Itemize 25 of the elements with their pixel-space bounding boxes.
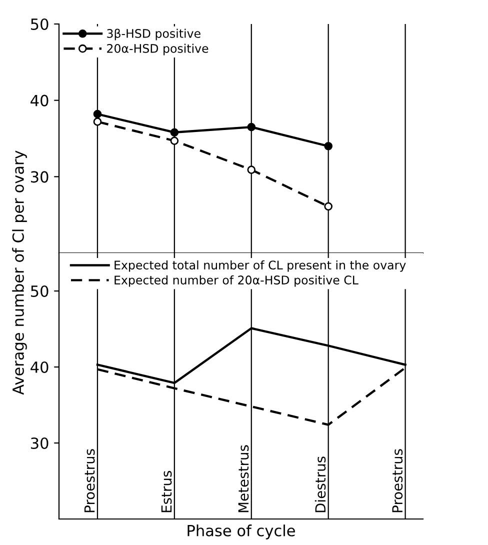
- x-axis-title: Phase of cycle: [188, 524, 295, 540]
- y-tick-label: 50: [31, 18, 48, 30]
- x-tick-label: Proestrus: [392, 449, 403, 512]
- legend-label: 20α-HSD positive: [107, 44, 208, 56]
- x-tick-label: Diestrus: [314, 456, 326, 512]
- point: [93, 118, 102, 126]
- legend-label: Expected number of 20α-HSD positive CL: [114, 275, 358, 287]
- legend-label: Expected total number of CL present in the ovary: [114, 260, 406, 272]
- y-tick-label: 30: [31, 171, 48, 183]
- point: [247, 166, 256, 174]
- point: [170, 128, 179, 137]
- legend-label: 3β-HSD positive: [107, 28, 200, 40]
- x-tick-label: Proestrus: [84, 449, 95, 512]
- x-tick-label: Metestrus: [238, 445, 249, 512]
- y-tick-label: 40: [30, 361, 48, 374]
- point: [170, 136, 179, 145]
- x-tick-label: Estrus: [161, 470, 172, 512]
- point: [324, 202, 333, 211]
- y-tick-label: 30: [31, 437, 48, 450]
- y-axis-title: Average number of Cl per ovary: [12, 150, 27, 395]
- point: [247, 122, 256, 132]
- point: [324, 142, 333, 150]
- y-tick-label: 50: [31, 285, 48, 298]
- point: [93, 110, 102, 118]
- y-tick-label: 40: [30, 94, 48, 106]
